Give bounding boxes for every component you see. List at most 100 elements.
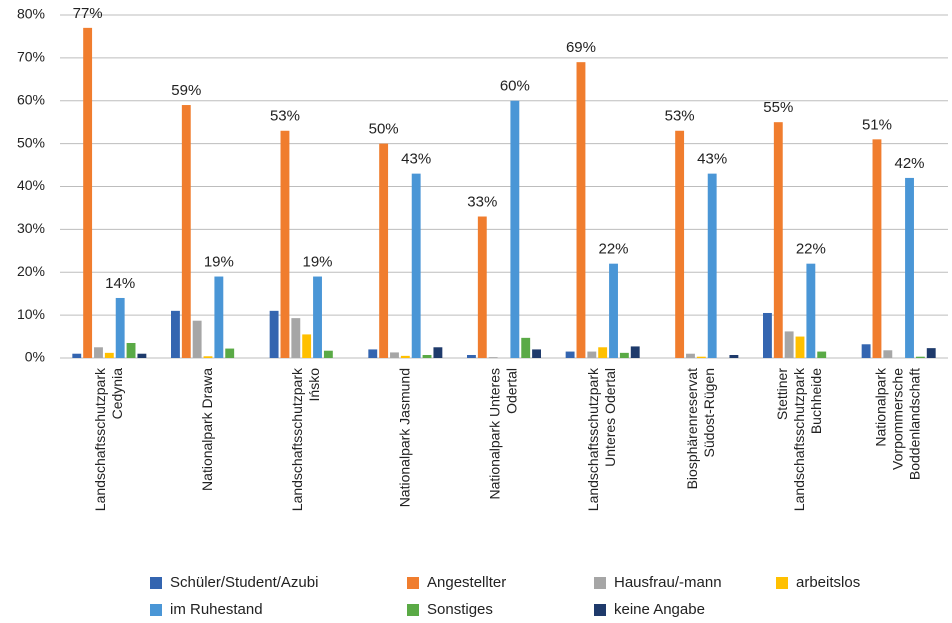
bar: [214, 276, 224, 358]
data-label: 19%: [303, 254, 333, 271]
bar: [817, 351, 827, 358]
y-tick-label: 10%: [17, 306, 45, 322]
bar: [532, 349, 541, 358]
legend-swatch: [594, 604, 606, 616]
x-tick-label-line: Stettiner: [774, 368, 790, 420]
x-tick-label-line: Unteres Odertal: [602, 368, 618, 467]
bar: [137, 353, 147, 358]
x-tick-label-line: Südost-Rügen: [701, 368, 717, 458]
bar: [302, 334, 312, 358]
y-tick-label: 60%: [17, 91, 45, 107]
legend-swatch: [776, 577, 788, 589]
bar: [280, 130, 290, 358]
x-tick-label: Nationalpark Jasmund: [396, 368, 412, 507]
y-tick-label: 50%: [17, 134, 45, 150]
data-label: 60%: [500, 78, 530, 95]
x-tick-label-line: Landschaftsschutzpark: [289, 367, 305, 511]
x-tick-label-line: Biosphärenreservat: [684, 368, 700, 490]
legend-label: arbeitslos: [796, 574, 860, 591]
data-label: 14%: [105, 275, 135, 292]
legend-swatch: [150, 577, 162, 589]
bar: [926, 348, 936, 358]
x-tick-label-line: Buchheide: [808, 368, 824, 434]
data-label: 22%: [796, 241, 826, 258]
data-label: 53%: [270, 108, 300, 125]
bar: [104, 352, 114, 358]
bar: [729, 354, 739, 358]
y-tick-label: 0%: [25, 349, 45, 365]
x-tick-label-line: Vorpommersche: [889, 368, 905, 470]
legend-label: Hausfrau/-mann: [614, 574, 722, 591]
data-label: 69%: [566, 39, 596, 56]
legend-swatch: [150, 604, 162, 616]
bar: [192, 320, 202, 358]
bar: [433, 347, 443, 358]
x-tick-label-line: Odertal: [503, 368, 519, 414]
bar: [696, 356, 706, 358]
bar: [587, 351, 597, 358]
bar: [379, 143, 389, 358]
bar: [872, 139, 882, 358]
data-label: 43%: [697, 151, 727, 168]
legend-label: Angestellter: [427, 574, 506, 591]
x-tick-label: StettinerLandschaftsschutzparkBuchheide: [774, 367, 824, 511]
bar: [707, 173, 717, 358]
data-label: 51%: [862, 116, 892, 133]
x-tick-label: Nationalpark Drawa: [199, 368, 215, 491]
x-tick-label-line: Cedynia: [109, 368, 125, 420]
bar: [400, 355, 410, 358]
bar: [686, 353, 695, 358]
data-label: 59%: [171, 82, 201, 99]
x-tick-label: BiosphärenreservatSüdost-Rügen: [684, 368, 717, 490]
x-tick-label-line: Nationalpark Jasmund: [396, 368, 412, 507]
x-tick-label: LandschaftsschutzparkIńsko: [289, 367, 322, 511]
bar: [313, 276, 322, 358]
bar: [203, 356, 213, 358]
bar: [598, 347, 608, 358]
bar: [630, 346, 640, 358]
bar: [883, 350, 893, 358]
data-label: 43%: [401, 151, 431, 168]
x-tick-label-line: Boddenlandschaft: [906, 368, 922, 480]
bar: [225, 348, 235, 358]
legend-swatch: [407, 577, 419, 589]
bar: [763, 312, 772, 358]
bar: [181, 105, 191, 358]
bar: [390, 352, 399, 358]
y-tick-label: 40%: [17, 177, 45, 193]
x-tick-label-line: Landschaftsschutzpark: [791, 367, 807, 511]
legend-swatch: [594, 577, 606, 589]
data-label: 42%: [895, 155, 925, 172]
data-label: 19%: [204, 254, 234, 271]
bar: [368, 349, 378, 358]
bar: [83, 27, 93, 359]
data-label: 50%: [369, 121, 399, 138]
x-tick-label-line: Nationalpark Unteres: [486, 368, 502, 500]
bar: [565, 351, 575, 358]
bar: [861, 344, 871, 358]
bar: [576, 62, 586, 358]
x-tick-label: NationalparkVorpommerscheBoddenlandschaf…: [872, 367, 922, 480]
bar: [905, 177, 914, 358]
bar: [291, 318, 301, 358]
legend-label: Sonstiges: [427, 601, 493, 618]
x-tick-label-line: Ińsko: [306, 368, 322, 402]
y-tick-label: 30%: [17, 220, 45, 236]
data-label: 55%: [763, 99, 793, 116]
legend-label: keine Angabe: [614, 601, 705, 618]
bar: [619, 352, 629, 358]
bar: [171, 310, 180, 358]
y-tick-label: 80%: [17, 6, 45, 22]
bar: [411, 173, 421, 358]
x-tick-label-line: Landschaftsschutzpark: [585, 367, 601, 511]
legend-label: Schüler/Student/Azubi: [170, 574, 318, 591]
bar: [422, 354, 432, 358]
bar: [323, 350, 333, 358]
bar: [488, 357, 498, 358]
data-label: 22%: [599, 241, 629, 258]
data-label: 53%: [665, 108, 695, 125]
x-tick-label-line: Nationalpark: [872, 367, 888, 447]
x-tick-label: Nationalpark UnteresOdertal: [486, 368, 519, 500]
bar: [115, 297, 125, 358]
